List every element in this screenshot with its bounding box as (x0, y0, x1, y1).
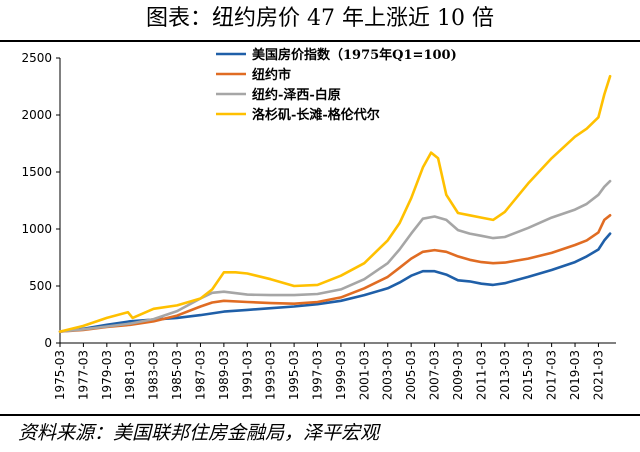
x-tick-label: 2007-03 (428, 350, 442, 400)
source-divider (0, 414, 640, 416)
y-tick-label: 1500 (21, 165, 52, 179)
x-tick-label: 1999-03 (334, 350, 348, 400)
chart-axes: 0 500 1000 1500 2000 2500 1975-03 1977-03 1979-0… (21, 51, 616, 400)
x-tick-label: 1987-03 (193, 350, 207, 400)
series-line-3 (58, 179, 612, 333)
x-tick-label: 2013-03 (498, 350, 512, 400)
legend-label: 纽约-泽西-白原 (252, 87, 341, 103)
series-line-2 (58, 214, 612, 333)
y-tick-label: 500 (29, 279, 52, 293)
line-chart: 0 500 1000 1500 2000 2500 1975-03 1977-03 1979-0… (21, 47, 616, 400)
y-tick-label: 2000 (21, 108, 52, 122)
x-tick-label: 2015-03 (521, 350, 535, 400)
legend-label: 美国房价指数（1975年Q1=100) (252, 47, 457, 63)
chart-legend: 美国房价指数（1975年Q1=100) 纽约市纽约-泽西-白原洛杉矶-长滩-格伦代… (216, 47, 457, 123)
x-tick-label: 2009-03 (451, 350, 465, 400)
title-divider (0, 40, 640, 42)
x-tick-label: 2005-03 (404, 350, 418, 400)
legend-label: 纽约市 (252, 67, 291, 83)
page-title: 图表：纽约房价 47 年上涨近 10 倍 (146, 6, 494, 31)
x-tick-label: 1977-03 (76, 350, 90, 400)
x-tick-label: 2011-03 (474, 350, 488, 400)
chart-series (58, 74, 612, 333)
series-line-1 (58, 232, 612, 333)
x-tick-label: 2019-03 (568, 350, 582, 400)
x-tick-label: 1991-03 (240, 350, 254, 400)
x-tick-label: 2001-03 (357, 350, 371, 400)
x-tick-label: 1983-03 (147, 350, 161, 400)
x-tick-label: 2003-03 (381, 350, 395, 400)
x-tick-label: 1995-03 (287, 350, 301, 400)
legend-label: 洛杉矶-长滩-格伦代尔 (252, 107, 380, 123)
x-tick-label: 1979-03 (100, 350, 114, 400)
y-tick-label: 1000 (21, 222, 52, 236)
y-tick-label: 2500 (21, 51, 52, 65)
x-tick-label: 1989-03 (217, 350, 231, 400)
series-line-4 (58, 74, 612, 333)
x-tick-label: 2017-03 (545, 350, 559, 400)
x-tick-label: 1981-03 (123, 350, 137, 400)
x-tick-label: 1997-03 (311, 350, 325, 400)
source-note: 资料来源：美国联邦住房金融局，泽平宏观 (18, 422, 380, 444)
x-tick-label: 1985-03 (170, 350, 184, 400)
x-tick-label: 1975-03 (53, 350, 67, 400)
x-tick-label: 1993-03 (264, 350, 278, 400)
x-tick-label: 2021-03 (591, 350, 605, 400)
y-tick-label: 0 (44, 336, 52, 350)
